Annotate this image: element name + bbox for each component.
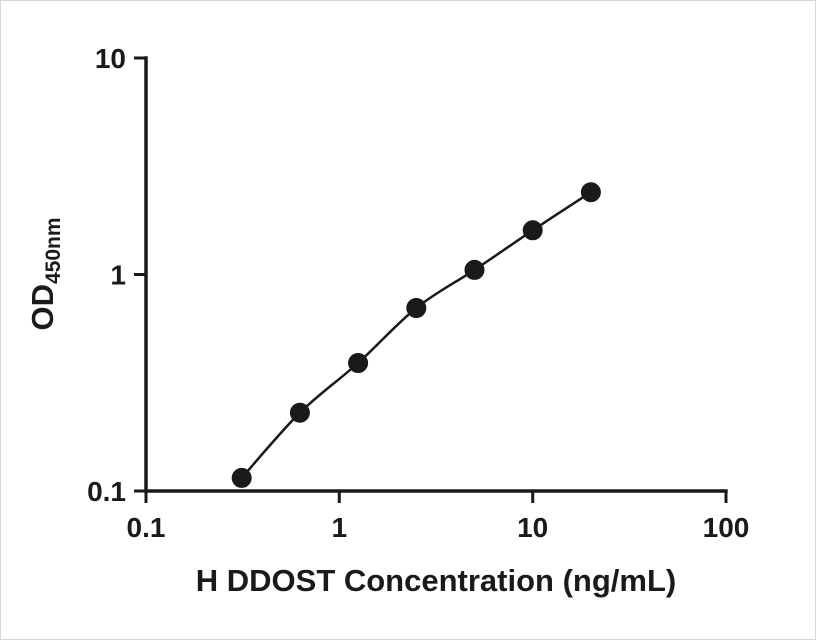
- x-axis-title: H DDOST Concentration (ng/mL): [196, 563, 676, 598]
- axes-frame: [144, 56, 728, 493]
- data-point: [348, 353, 369, 373]
- x-tick-label: 0.1: [127, 512, 166, 543]
- x-tick-label: 10: [517, 512, 548, 543]
- x-tick-label: 1: [332, 512, 348, 543]
- y-tick-label: 10: [95, 43, 126, 74]
- y-axis-title-main: OD: [25, 284, 60, 331]
- ticks-layer: 0.1 1 10 100 0.1 1 10: [87, 43, 749, 543]
- data-point: [464, 259, 485, 280]
- y-tick-label: 0.1: [87, 476, 126, 507]
- x-tick-label: 100: [703, 512, 750, 543]
- y-tick-label: 1: [110, 260, 126, 291]
- plot-layer: [231, 182, 601, 488]
- data-point: [580, 182, 601, 203]
- data-point: [406, 298, 427, 318]
- data-point: [522, 220, 543, 241]
- data-point: [231, 467, 252, 488]
- y-axis-title-sub: 450nm: [42, 217, 65, 284]
- data-point: [289, 402, 310, 423]
- y-axis-title: OD450nm: [25, 217, 65, 330]
